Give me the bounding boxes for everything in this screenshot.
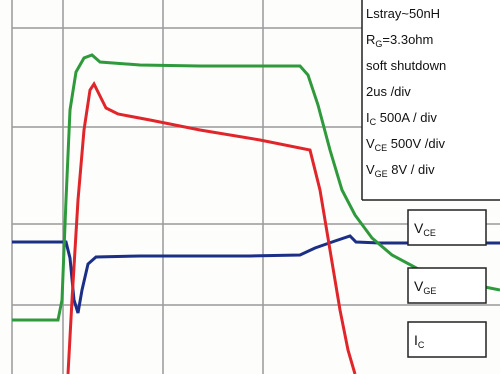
- legend-line: 2us /div: [366, 84, 411, 99]
- legend-line: soft shutdown: [366, 58, 446, 73]
- text-rest: 500V /div: [387, 136, 445, 151]
- legend-line: Lstray~50nH: [366, 6, 440, 21]
- text-main: R: [366, 32, 375, 47]
- text-main: V: [366, 162, 375, 177]
- subscript: GE: [423, 286, 436, 296]
- text-main: V: [366, 136, 375, 151]
- legend-line: IC 500A / div: [366, 110, 437, 127]
- text-main: Lstray~50nH: [366, 6, 440, 21]
- subscript: G: [375, 39, 382, 49]
- text-rest: 8V / div: [388, 162, 435, 177]
- text-main: soft shutdown: [366, 58, 446, 73]
- oscilloscope-screen: Lstray~50nH RG=3.3ohm soft shutdown 2us /di…: [0, 0, 500, 374]
- text-rest: 500A / div: [376, 110, 437, 125]
- subscript: GE: [375, 169, 388, 179]
- subscript: C: [418, 340, 425, 350]
- subscript: CE: [375, 143, 388, 153]
- subscript: CE: [423, 228, 436, 238]
- text-main: 2us /div: [366, 84, 411, 99]
- text-rest: =3.3ohm: [382, 32, 433, 47]
